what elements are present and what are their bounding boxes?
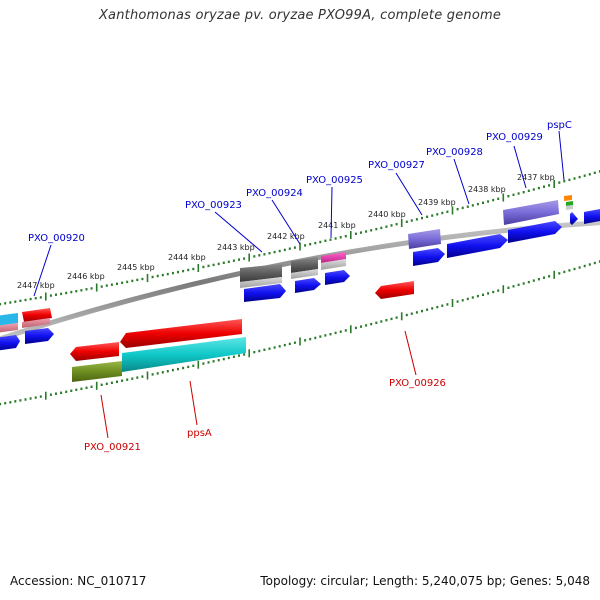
gene-feature — [22, 318, 50, 328]
gene-feature — [291, 269, 318, 279]
gene-label-pxo-00925: PXO_00925 — [306, 175, 363, 186]
gene-feature — [584, 209, 600, 224]
gene-feature — [22, 308, 52, 322]
gene-feature — [570, 212, 578, 225]
gene-label-pxo-00924: PXO_00924 — [246, 188, 303, 199]
gene-feature — [0, 323, 18, 333]
kbp-label: 2446 kbp — [67, 272, 105, 281]
gene-feature — [240, 277, 282, 288]
gene-feature — [25, 328, 54, 344]
kbp-label: 2443 kbp — [217, 243, 255, 252]
gene-feature — [0, 335, 20, 351]
kbp-label: 2440 kbp — [368, 210, 406, 219]
gene-label-pxo-00929: PXO_00929 — [486, 132, 543, 143]
gene-feature — [0, 313, 18, 326]
gene-features — [0, 195, 600, 382]
gene-feature — [566, 201, 573, 206]
gene-label-pxo-00923: PXO_00923 — [185, 200, 242, 211]
callout-lines — [33, 130, 565, 439]
gene-feature — [122, 337, 246, 372]
forward-tick-scale — [0, 170, 600, 306]
kbp-label: 2444 kbp — [168, 253, 206, 262]
kbp-label: 2447 kbp — [17, 281, 55, 290]
gene-feature — [321, 252, 346, 263]
gene-feature — [295, 278, 321, 293]
kbp-labels: 2447 kbp 2446 kbp 2445 kbp 2444 kbp 2443… — [17, 173, 555, 290]
gene-feature — [503, 200, 559, 225]
gene-feature — [564, 195, 572, 201]
gene-feature — [375, 281, 414, 299]
gene-feature — [325, 270, 350, 285]
gene-label-ppsa: ppsA — [187, 428, 212, 439]
gene-feature — [72, 361, 122, 382]
gene-feature — [70, 342, 119, 361]
gene-feature — [321, 259, 346, 270]
kbp-label: 2439 kbp — [418, 198, 456, 207]
gene-feature — [566, 205, 573, 210]
gene-label-pxo-00926: PXO_00926 — [389, 378, 446, 389]
gene-label-pxo-00921: PXO_00921 — [84, 442, 141, 453]
gene-label-pspc: pspC — [547, 120, 572, 131]
gene-feature — [291, 257, 318, 273]
gene-label-pxo-00920: PXO_00920 — [28, 233, 85, 244]
genome-summary-text: Topology: circular; Length: 5,240,075 bp… — [260, 574, 590, 588]
reverse-tick-scale — [0, 260, 600, 406]
gene-feature — [408, 229, 441, 249]
kbp-label: 2438 kbp — [468, 185, 506, 194]
kbp-label: 2442 kbp — [267, 232, 305, 241]
gene-feature — [120, 319, 242, 348]
gene-label-pxo-00928: PXO_00928 — [426, 147, 483, 158]
accession-text: Accession: NC_010717 — [10, 574, 147, 588]
gene-feature — [447, 234, 508, 258]
kbp-label: 2437 kbp — [517, 173, 555, 182]
kbp-label: 2441 kbp — [318, 221, 356, 230]
gene-feature — [413, 248, 445, 266]
map-title: Xanthomonas oryzae pv. oryzae PXO99A, co… — [98, 8, 502, 23]
gene-labels: PXO_00920 PXO_00923 PXO_00924 PXO_00925 … — [28, 120, 572, 453]
gene-feature — [240, 264, 282, 282]
gene-feature — [244, 284, 286, 302]
gene-feature — [508, 221, 562, 243]
kbp-label: 2445 kbp — [117, 263, 155, 272]
gene-label-pxo-00927: PXO_00927 — [368, 160, 425, 171]
